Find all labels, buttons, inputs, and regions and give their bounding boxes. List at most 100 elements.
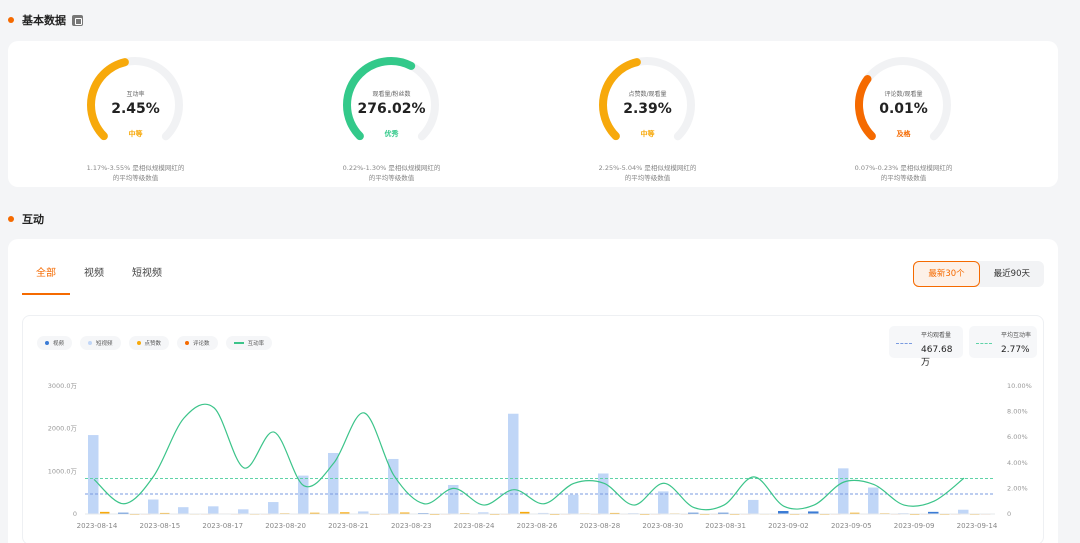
x-tick-label: 2023-09-09 xyxy=(894,522,935,530)
tab-all[interactable]: 全部 xyxy=(22,267,70,295)
views-bar xyxy=(238,509,249,514)
legend-item[interactable]: 视频 xyxy=(37,336,73,350)
section-basic: 基本数据 xyxy=(8,12,83,28)
x-tick-label: 2023-08-28 xyxy=(580,522,621,530)
x-tick-label: 2023-08-26 xyxy=(517,522,558,530)
y-right-tick: 6.00% xyxy=(1007,433,1028,441)
gauge-fill xyxy=(87,56,183,153)
likes-bar xyxy=(400,512,410,514)
views-bar xyxy=(928,511,939,514)
gauge-level: 及格 xyxy=(896,130,911,138)
gauge-desc-line1: 2.25%-5.04% 是相似规模网红的 xyxy=(598,164,697,172)
gauge-desc-line1: 0.22%-1.30% 是相似规模网红的 xyxy=(342,164,441,172)
gauge-fill xyxy=(599,56,695,153)
views-bar xyxy=(118,512,129,514)
gauge-description: 0.22%-1.30% 是相似规模网红的 的平均等级数值 xyxy=(324,163,459,183)
x-tick-label: 2023-08-21 xyxy=(328,522,369,530)
x-tick-label: 2023-08-15 xyxy=(140,522,181,530)
section-dot xyxy=(8,17,14,23)
likes-bar xyxy=(310,512,320,514)
x-tick-label: 2023-09-05 xyxy=(831,522,872,530)
views-bar xyxy=(88,435,99,514)
avg-rate-label: 平均互动率 xyxy=(1001,332,1032,339)
views-bar xyxy=(598,473,609,514)
gauge-0: 互动率 2.45% 中等 1.17%-3.55% 是相似规模网红的 的平均等级数值 xyxy=(8,51,263,191)
y-left-tick: 0 xyxy=(73,510,77,518)
gauge-description: 2.25%-5.04% 是相似规模网红的 的平均等级数值 xyxy=(580,163,715,183)
avg-rate-value: 2.77% xyxy=(1001,345,1030,355)
y-right-tick: 8.00% xyxy=(1007,408,1028,416)
gauge-3: 评论数/观看量 0.01% 及格 0.07%-0.23% 是相似规模网红的 的平均等级数… xyxy=(776,51,1031,191)
y-right-tick: 0 xyxy=(1007,510,1011,518)
views-bar xyxy=(778,511,789,514)
legend-item[interactable]: 评论数 xyxy=(177,336,218,350)
y-left-tick: 2000.0万 xyxy=(48,425,78,433)
views-bar xyxy=(358,511,369,514)
x-tick-label: 2023-09-14 xyxy=(957,522,998,530)
gauge-desc-line1: 0.07%-0.23% 是相似规模网红的 xyxy=(854,164,953,172)
avg-views-value: 467.68万 xyxy=(921,345,953,368)
avg-views-line-icon xyxy=(896,343,912,344)
likes-bar xyxy=(160,512,170,514)
views-bar xyxy=(568,494,579,514)
gauge-desc-line2: 的平均等级数值 xyxy=(368,174,415,182)
legend-item[interactable]: 互动率 xyxy=(225,336,273,350)
likes-bar xyxy=(520,511,530,514)
section-interaction: 互动 xyxy=(8,211,44,227)
legend-item[interactable]: 点赞数 xyxy=(128,336,170,350)
gauge-value: 276.02% xyxy=(357,101,426,117)
range-selector: 最新30个 最近90天 xyxy=(913,261,1044,287)
gauge-desc-line2: 的平均等级数值 xyxy=(624,174,671,182)
copy-icon[interactable] xyxy=(72,14,83,26)
gauge-level: 优秀 xyxy=(384,130,399,138)
gauge-1: 观看量/粉丝数 276.02% 优秀 0.22%-1.30% 是相似规模网红的 的平均等… xyxy=(264,51,519,191)
views-bar xyxy=(328,452,339,514)
views-bar xyxy=(388,458,399,514)
views-bar xyxy=(148,499,159,514)
legend-item[interactable]: 短视频 xyxy=(80,336,121,350)
basic-data-card: 互动率 2.45% 中等 1.17%-3.55% 是相似规模网红的 的平均等级数值 观看量… xyxy=(8,41,1058,187)
legend-label: 评论数 xyxy=(193,341,210,347)
views-bar xyxy=(808,511,819,514)
views-bar xyxy=(838,468,849,514)
x-tick-label: 2023-08-30 xyxy=(642,522,683,530)
legend-label: 视频 xyxy=(53,341,65,347)
gauge-desc-line2: 的平均等级数值 xyxy=(112,174,159,182)
gauge-fill xyxy=(855,56,951,153)
tab-video[interactable]: 视频 xyxy=(84,268,104,279)
avg-views-label: 平均观看量 xyxy=(921,332,952,339)
gauge-label: 点赞数/观看量 xyxy=(628,91,667,98)
gauge-label: 观看量/粉丝数 xyxy=(372,91,411,98)
section-dot xyxy=(8,216,14,222)
gauge-ring xyxy=(343,56,439,153)
gauge-desc-line1: 1.17%-3.55% 是相似规模网红的 xyxy=(86,164,185,172)
range-90-days-button[interactable]: 最近90天 xyxy=(993,269,1030,279)
x-tick-label: 2023-08-17 xyxy=(202,522,243,530)
tab-short-video[interactable]: 短视频 xyxy=(132,268,162,279)
chart-container: 视频 短视频 点赞数 评论数 互动率 平均观看量 467.68万 平均互动率 2.77%… xyxy=(22,315,1044,543)
x-tick-label: 2023-08-20 xyxy=(265,522,306,530)
legend-marker xyxy=(45,341,49,345)
interaction-chart: 0 1000.0万 2000.0万 3000.0万 0 2.00% 4.00% 6.00% 8.… xyxy=(48,382,1032,530)
views-bar xyxy=(868,487,879,514)
gauge-desc-line2: 的平均等级数值 xyxy=(880,174,927,182)
views-bar xyxy=(478,512,489,514)
gauge-value: 2.39% xyxy=(623,101,672,117)
legend-label: 短视频 xyxy=(96,341,113,347)
likes-bar xyxy=(100,511,110,514)
gauge-ring xyxy=(599,56,695,153)
legend-marker xyxy=(185,341,190,345)
gauge-description: 0.07%-0.23% 是相似规模网红的 的平均等级数值 xyxy=(836,163,971,183)
y-right-tick: 10.00% xyxy=(1007,382,1032,390)
views-bar xyxy=(298,475,309,514)
x-tick-label: 2023-08-23 xyxy=(391,522,432,530)
range-latest-30-button[interactable]: 最新30个 xyxy=(913,261,980,287)
y-left-tick: 1000.0万 xyxy=(48,467,78,475)
views-bar xyxy=(208,506,219,514)
rate-line xyxy=(93,403,965,511)
interaction-card: 全部 视频 短视频 最新30个 最近90天 视频 短视频 点赞数 评论数 互动率 平均观… xyxy=(8,239,1058,543)
avg-rate-card: 平均互动率 2.77% xyxy=(969,326,1037,358)
gauge-level: 中等 xyxy=(128,130,143,138)
views-bar xyxy=(178,507,189,514)
y-left-tick: 3000.0万 xyxy=(48,382,78,390)
